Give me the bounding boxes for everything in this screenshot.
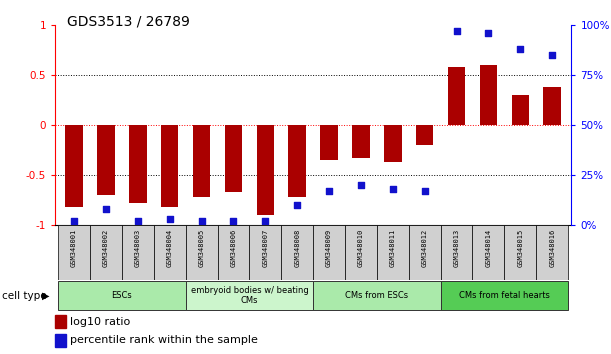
FancyBboxPatch shape xyxy=(249,225,281,280)
Bar xyxy=(97,125,115,195)
FancyBboxPatch shape xyxy=(377,225,409,280)
FancyBboxPatch shape xyxy=(441,281,568,310)
Point xyxy=(101,206,111,212)
Point xyxy=(197,218,207,224)
FancyBboxPatch shape xyxy=(313,225,345,280)
Point xyxy=(324,188,334,194)
Text: GSM348010: GSM348010 xyxy=(358,229,364,267)
Bar xyxy=(352,125,370,158)
Bar xyxy=(257,125,274,215)
Text: ▶: ▶ xyxy=(42,291,49,301)
Text: GSM348002: GSM348002 xyxy=(103,229,109,267)
FancyBboxPatch shape xyxy=(154,225,186,280)
FancyBboxPatch shape xyxy=(281,225,313,280)
Point xyxy=(547,52,557,58)
FancyBboxPatch shape xyxy=(441,225,472,280)
Text: GSM348007: GSM348007 xyxy=(262,229,268,267)
Bar xyxy=(161,125,178,207)
Point xyxy=(452,28,461,34)
Bar xyxy=(448,67,466,125)
Point xyxy=(133,218,143,224)
Point xyxy=(69,218,79,224)
Point xyxy=(388,186,398,192)
Text: GSM348004: GSM348004 xyxy=(167,229,173,267)
Bar xyxy=(65,125,83,207)
Text: GSM348014: GSM348014 xyxy=(485,229,491,267)
Text: GSM348003: GSM348003 xyxy=(135,229,141,267)
Text: GSM348006: GSM348006 xyxy=(230,229,236,267)
Text: embryoid bodies w/ beating
CMs: embryoid bodies w/ beating CMs xyxy=(191,286,309,305)
Bar xyxy=(480,65,497,125)
Text: CMs from ESCs: CMs from ESCs xyxy=(345,291,408,300)
FancyBboxPatch shape xyxy=(186,225,218,280)
Text: GSM348013: GSM348013 xyxy=(453,229,459,267)
Bar xyxy=(193,125,210,197)
FancyBboxPatch shape xyxy=(504,225,536,280)
Text: GSM348005: GSM348005 xyxy=(199,229,205,267)
Text: GDS3513 / 26789: GDS3513 / 26789 xyxy=(67,14,190,28)
FancyBboxPatch shape xyxy=(345,225,377,280)
FancyBboxPatch shape xyxy=(58,225,90,280)
Point xyxy=(165,216,175,222)
Text: CMs from fetal hearts: CMs from fetal hearts xyxy=(459,291,550,300)
FancyBboxPatch shape xyxy=(90,225,122,280)
Text: GSM348015: GSM348015 xyxy=(518,229,523,267)
Bar xyxy=(384,125,401,162)
Bar xyxy=(416,125,433,145)
FancyBboxPatch shape xyxy=(186,281,313,310)
Text: GSM348012: GSM348012 xyxy=(422,229,428,267)
Bar xyxy=(288,125,306,197)
Bar xyxy=(320,125,338,160)
Bar xyxy=(55,334,67,347)
Point xyxy=(260,218,270,224)
Text: GSM348008: GSM348008 xyxy=(295,229,300,267)
Text: log10 ratio: log10 ratio xyxy=(70,316,131,327)
FancyBboxPatch shape xyxy=(409,225,441,280)
Bar xyxy=(55,315,67,328)
Point xyxy=(420,188,430,194)
Point xyxy=(356,182,366,188)
Text: ESCs: ESCs xyxy=(112,291,133,300)
Text: GSM348011: GSM348011 xyxy=(390,229,396,267)
FancyBboxPatch shape xyxy=(536,225,568,280)
Text: GSM348016: GSM348016 xyxy=(549,229,555,267)
FancyBboxPatch shape xyxy=(122,225,154,280)
Text: GSM348009: GSM348009 xyxy=(326,229,332,267)
Point xyxy=(229,218,238,224)
FancyBboxPatch shape xyxy=(218,225,249,280)
Point xyxy=(483,30,493,36)
FancyBboxPatch shape xyxy=(58,281,186,310)
Bar xyxy=(511,95,529,125)
Point xyxy=(516,46,525,52)
Text: cell type: cell type xyxy=(2,291,46,301)
FancyBboxPatch shape xyxy=(313,281,441,310)
Bar xyxy=(129,125,147,203)
Bar xyxy=(543,87,561,125)
FancyBboxPatch shape xyxy=(472,225,504,280)
Bar xyxy=(225,125,242,192)
Text: percentile rank within the sample: percentile rank within the sample xyxy=(70,335,258,346)
Text: GSM348001: GSM348001 xyxy=(71,229,77,267)
Point xyxy=(292,202,302,207)
